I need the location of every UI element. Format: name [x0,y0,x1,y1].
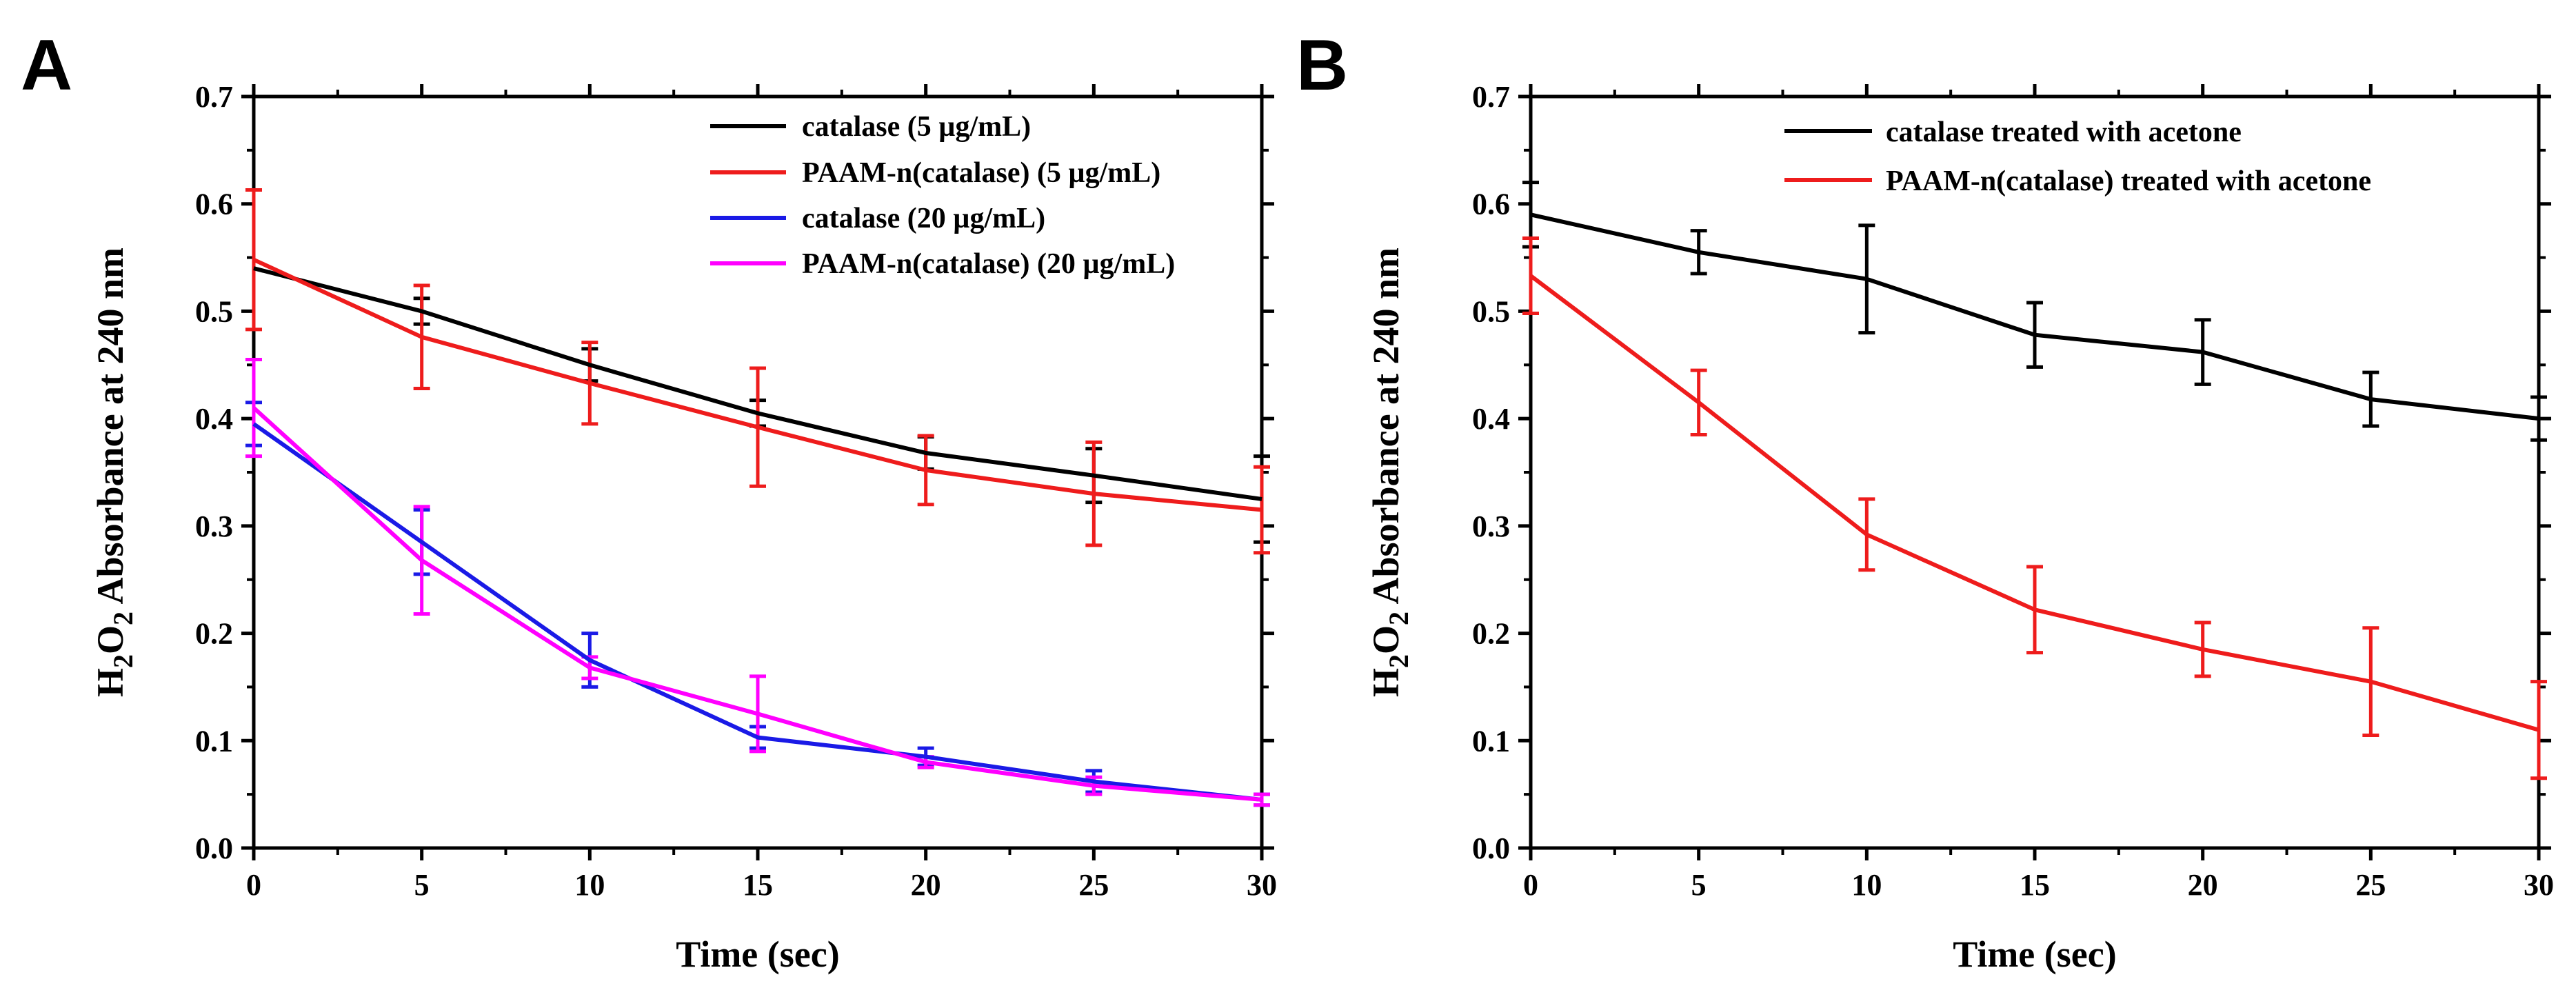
panel-a-y-title-sub2: 2 [108,612,139,625]
panel-a-y-title-o: O [90,625,131,654]
panel-a-axis-ticks [241,84,1274,860]
panel-b-x-axis-title: Time (sec) [1953,934,2116,975]
panel-a-y-title-h: H [90,668,131,697]
panel-a-y-title-sub1: 2 [108,654,139,668]
y-tick-label: 0.0 [195,831,233,865]
x-tick-label: 5 [1691,868,1707,902]
panel-a-legend-label-2: catalase (20 µg/mL) [802,203,1045,234]
y-tick-label: 0.5 [1472,294,1510,328]
x-tick-label: 30 [1247,868,1277,902]
panel-a-legend-label-0: catalase (5 µg/mL) [802,111,1031,143]
panel-b-axis-ticks [1518,84,2551,860]
panel-a-legend-label-3: PAAM-n(catalase) (20 µg/mL) [802,248,1175,280]
x-tick-label: 10 [1851,868,1882,902]
panel-b-legend-label-0: catalase treated with acetone [1886,117,2242,148]
series-line-1 [252,257,1262,512]
panel-a-legend: catalase (5 µg/mL) PAAM-n(catalase) (5 µ… [710,111,1175,280]
y-tick-label: 0.1 [195,724,233,758]
panel-b-series-lines [1529,212,2539,732]
y-tick-label: 0.6 [195,188,233,221]
panel-a-error-bars [245,188,1270,807]
x-tick-label: 25 [2355,868,2386,902]
x-tick-label: 25 [1078,868,1109,902]
panel-b-y-axis-title: H2O2 Absorbance at 240 nm [1365,248,1414,697]
y-tick-label: 0.6 [1472,188,1510,221]
panel-b-y-title-o: O [1365,625,1407,654]
x-tick-label: 15 [2020,868,2050,902]
x-tick-label: 20 [2188,868,2218,902]
panel-b-y-title-sub1: 2 [1383,654,1414,668]
x-tick-label: 5 [414,868,430,902]
y-tick-label: 0.3 [1472,509,1510,543]
panel-b-letter: B [1296,26,1348,105]
x-tick-label: 0 [1523,868,1538,902]
panel-a-letter: A [21,26,72,105]
x-tick-label: 20 [911,868,941,902]
x-tick-label: 30 [2524,868,2554,902]
panel-b-legend: catalase treated with acetone PAAM-n(cat… [1784,117,2371,197]
y-tick-label: 0.7 [195,80,233,114]
y-tick-label: 0.0 [1472,831,1510,865]
panel-a-x-axis-title: Time (sec) [676,934,839,975]
panel-b-y-title-rest: Absorbance at 240 nm [1365,248,1407,612]
panel-b-tick-labels: 0 5 10 15 20 25 30 0.0 0.1 0.2 0.3 0.4 0.5 0.6 0.7 [1472,80,2554,902]
panel-b-y-title-h: H [1365,668,1407,697]
series-line-0 [1530,212,2539,421]
y-tick-label: 0.4 [195,402,233,436]
series-line-1 [1529,274,2539,732]
y-tick-label: 0.2 [1472,617,1510,651]
panel-b: B 0 5 10 15 20 25 30 0.0 0.1 0.2 0.3 0.4 0.5 0.6 0.7 T… [1296,26,2554,975]
panel-b-legend-label-1: PAAM-n(catalase) treated with acetone [1886,165,2371,197]
y-tick-label: 0.3 [195,509,233,543]
series-line-0 [253,266,1262,501]
panel-b-y-title-sub2: 2 [1383,612,1414,625]
panel-a-legend-label-1: PAAM-n(catalase) (5 µg/mL) [802,157,1160,189]
series-line-3 [252,406,1262,802]
x-tick-label: 15 [743,868,773,902]
y-tick-label: 0.7 [1472,80,1510,114]
y-tick-label: 0.4 [1472,402,1510,436]
y-tick-label: 0.1 [1472,724,1510,758]
y-tick-label: 0.2 [195,617,233,651]
y-tick-label: 0.5 [195,294,233,328]
panel-a-tick-labels: 0 5 10 15 20 25 30 0.0 0.1 0.2 0.3 0.4 0.5 0.6 0.7 [195,80,1277,902]
panel-b-plot-frame [1529,94,2541,850]
panel-a-y-title-rest: Absorbance at 240 nm [90,248,131,612]
x-tick-label: 0 [246,868,261,902]
panel-a: A 0 5 10 15 20 25 30 0.0 0.1 0.2 0.3 0.4 0.5 0.6 0.7 T… [21,26,1277,975]
panel-a-series-lines [252,257,1262,802]
series-line-2 [252,422,1262,802]
panel-a-y-axis-title: H2O2 Absorbance at 240 nm [90,248,139,697]
x-tick-label: 10 [574,868,605,902]
